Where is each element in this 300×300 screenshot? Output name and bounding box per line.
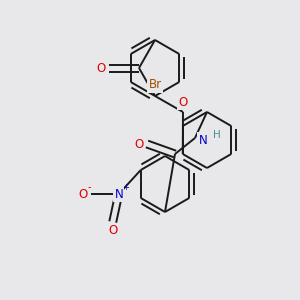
Text: +: + [122,184,129,193]
Text: O: O [108,224,117,238]
Text: O: O [134,137,144,151]
Text: O: O [96,61,106,74]
Text: H: H [213,130,221,140]
Text: N: N [199,134,207,146]
Text: Br: Br [148,79,162,92]
Text: O: O [78,188,87,200]
Text: -: - [88,182,92,192]
Text: O: O [178,95,188,109]
Text: N: N [114,188,123,200]
